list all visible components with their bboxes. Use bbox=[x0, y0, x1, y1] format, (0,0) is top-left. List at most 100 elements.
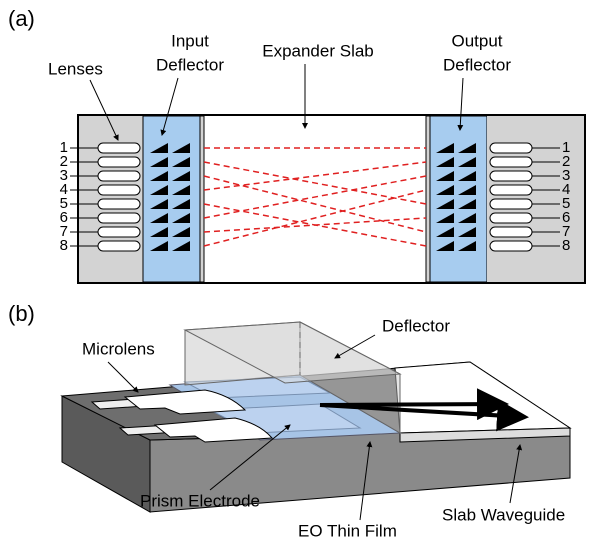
prism bbox=[436, 185, 454, 195]
port-label: 7 bbox=[562, 223, 570, 240]
panel-a: 1 12 23 34 45 56 67 78 8 (a) Lenses Input Deflec… bbox=[8, 6, 586, 284]
leader bbox=[359, 441, 373, 521]
lens bbox=[489, 184, 533, 196]
prism bbox=[436, 143, 454, 153]
lens bbox=[489, 198, 533, 210]
port-label: 7 bbox=[60, 223, 68, 240]
prism bbox=[458, 213, 476, 223]
port-label: 2 bbox=[562, 153, 570, 170]
prism bbox=[150, 213, 168, 223]
output-deflector-label: Output bbox=[451, 31, 502, 50]
lens bbox=[97, 170, 141, 182]
lens bbox=[97, 156, 141, 168]
leader bbox=[509, 444, 523, 504]
port-label: 1 bbox=[60, 139, 68, 156]
port-label: 5 bbox=[60, 195, 68, 212]
lens bbox=[489, 156, 533, 168]
prism bbox=[436, 241, 454, 251]
slab-edge bbox=[199, 115, 205, 283]
prism bbox=[150, 227, 168, 237]
port-label: 8 bbox=[60, 237, 68, 254]
port-label: 8 bbox=[562, 237, 570, 254]
lens bbox=[489, 170, 533, 182]
deflector-box bbox=[183, 321, 402, 384]
lens bbox=[97, 226, 141, 238]
prism bbox=[458, 143, 476, 153]
microlens bbox=[153, 417, 274, 443]
port-label: 4 bbox=[60, 181, 68, 198]
lens bbox=[489, 226, 533, 238]
beam-path bbox=[203, 161, 427, 205]
leader bbox=[457, 77, 464, 131]
prism bbox=[150, 241, 168, 251]
prism bbox=[436, 199, 454, 209]
prism bbox=[150, 157, 168, 167]
input-deflector-label: Deflector bbox=[156, 55, 224, 74]
prism bbox=[172, 185, 190, 195]
port-label: 6 bbox=[60, 209, 68, 226]
prism bbox=[458, 199, 476, 209]
leader bbox=[334, 334, 376, 359]
prism bbox=[436, 213, 454, 223]
lenses-label: Lenses bbox=[48, 59, 103, 78]
port-label: 1 bbox=[562, 139, 570, 156]
lens bbox=[97, 240, 141, 252]
leader bbox=[89, 79, 119, 141]
prism-electrode-label: Prism Electrode bbox=[140, 491, 260, 510]
beam-path bbox=[203, 217, 427, 233]
leader bbox=[160, 77, 179, 136]
slab-waveguide-label: Slab Waveguide bbox=[442, 505, 565, 524]
prism bbox=[150, 143, 168, 153]
prism bbox=[436, 171, 454, 181]
microlens bbox=[123, 389, 247, 415]
eo-thin-film-label: EO Thin Film bbox=[298, 521, 397, 540]
prism bbox=[172, 213, 190, 223]
beam-path bbox=[203, 175, 427, 219]
lens bbox=[97, 142, 141, 154]
lens bbox=[489, 240, 533, 252]
lens bbox=[97, 184, 141, 196]
prism bbox=[172, 199, 190, 209]
port-label: 5 bbox=[562, 195, 570, 212]
prism bbox=[458, 185, 476, 195]
prism bbox=[436, 227, 454, 237]
prism bbox=[172, 171, 190, 181]
panel-label: (a) bbox=[8, 6, 35, 31]
leader bbox=[107, 361, 139, 393]
port-label: 3 bbox=[562, 167, 570, 184]
leader bbox=[209, 424, 291, 491]
prism bbox=[458, 227, 476, 237]
lens bbox=[97, 198, 141, 210]
prism bbox=[172, 241, 190, 251]
port-label: 6 bbox=[562, 209, 570, 226]
beam-path bbox=[203, 189, 427, 247]
beam-path bbox=[203, 175, 427, 233]
input-deflector-region bbox=[142, 115, 201, 283]
lens bbox=[97, 212, 141, 224]
beam bbox=[319, 399, 529, 432]
lens bbox=[489, 212, 533, 224]
prism bbox=[172, 227, 190, 237]
beam-path bbox=[203, 161, 427, 191]
panel-label: (b) bbox=[8, 301, 35, 326]
prism bbox=[458, 157, 476, 167]
prism bbox=[172, 143, 190, 153]
prism bbox=[458, 241, 476, 251]
port-label: 4 bbox=[562, 181, 570, 198]
deflector-label: Deflector bbox=[382, 316, 450, 335]
expander-slab-label: Expander Slab bbox=[262, 41, 374, 60]
output-deflector-region bbox=[429, 115, 488, 283]
slab-edge bbox=[425, 115, 431, 283]
prism bbox=[172, 157, 190, 167]
prism bbox=[458, 171, 476, 181]
microlens-label: Microlens bbox=[82, 339, 155, 358]
prism bbox=[150, 171, 168, 181]
output-deflector-label: Deflector bbox=[443, 55, 511, 74]
prism bbox=[436, 157, 454, 167]
input-deflector-label: Input bbox=[171, 31, 209, 50]
prism bbox=[150, 199, 168, 209]
prism bbox=[150, 185, 168, 195]
lens bbox=[489, 142, 533, 154]
panel-b: (b) Deflector Microlens Prism Electrode … bbox=[8, 301, 572, 540]
